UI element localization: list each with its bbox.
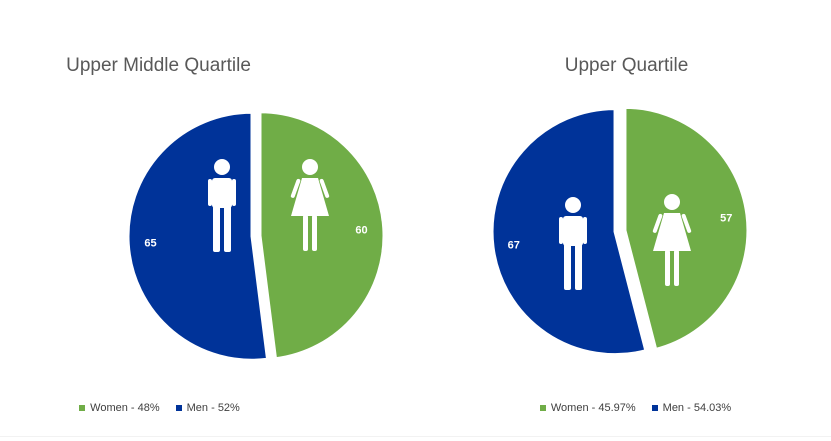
data-label-men: 67 (508, 240, 520, 252)
man-figure-icon (208, 159, 236, 252)
legend-swatch-men (175, 405, 182, 411)
chart-legend: Women - 48% Men - 52% (0, 402, 367, 414)
pie-plot-area: 57 67 (490, 105, 750, 357)
woman-figure-icon (290, 159, 330, 251)
legend-label-men: Men - 52% (186, 402, 240, 414)
legend-item-men: Men - 52% (175, 402, 240, 414)
woman-figure-icon (652, 194, 692, 286)
pie-slice-men (126, 110, 270, 362)
man-figure-icon (559, 197, 587, 290)
legend-swatch-women (539, 405, 546, 411)
data-label-women: 60 (355, 224, 367, 236)
divider (0, 436, 831, 437)
chart-title: Upper Middle Quartile (66, 55, 251, 76)
chart-title: Upper Quartile (564, 55, 689, 76)
pie-plot-area: 60 65 (126, 110, 386, 362)
legend-swatch-men (651, 405, 658, 411)
legend-swatch-women (79, 405, 86, 411)
data-label-women: 57 (720, 212, 732, 224)
pie-chart-upper-quartile: Upper Quartile 57 67 Women - 45.97% Men -… (415, 0, 830, 441)
pie-chart-upper-middle-quartile: Upper Middle Quartile 60 65 Women - 48% M… (0, 0, 415, 441)
data-label-men: 65 (144, 238, 156, 250)
legend-label-women: Women - 48% (90, 402, 160, 414)
pie-slice-women (258, 110, 386, 361)
legend-item-women: Women - 45.97% (539, 402, 636, 414)
chart-legend: Women - 45.97% Men - 54.03% (428, 402, 831, 414)
legend-item-men: Men - 54.03% (651, 402, 732, 414)
legend-item-women: Women - 48% (79, 402, 160, 414)
legend-label-men: Men - 54.03% (662, 402, 732, 414)
legend-label-women: Women - 45.97% (550, 402, 636, 414)
